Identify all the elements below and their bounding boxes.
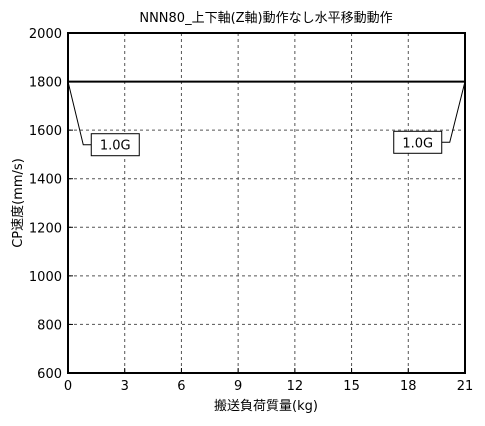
annotation-box [90,133,140,157]
x-tick-label: 0 [64,379,72,394]
annotation-label: 1.0G [100,139,131,154]
y-tick-label: 2000 [29,27,62,42]
x-axis-ticks: 0 3 6 9 12 15 18 21 [64,368,473,394]
y-tick-label: 1400 [29,173,62,188]
x-tick-label: 6 [177,379,185,394]
chart-title: NNN80_上下軸(Z軸)動作なし水平移動動作 [139,11,392,26]
annotation-layer: 1.0G 1.0G [67,81,466,157]
y-tick-label: 1000 [29,270,62,285]
y-axis-label: CP速度(mm/s) [10,158,26,248]
x-tick-label: 21 [457,379,474,394]
y-tick-label: 800 [37,318,62,333]
x-axis-label: 搬送負荷質量(kg) [214,399,318,414]
annotation-label: 1.0G [402,136,433,151]
x-tick-label: 12 [287,379,304,394]
y-tick-label: 1600 [29,124,62,139]
annotation-leader-line [67,81,92,146]
y-tick-label: 1800 [29,76,62,91]
x-tick-label: 15 [343,379,360,394]
y-tick-label: 1200 [29,221,62,236]
x-tick-label: 3 [121,379,129,394]
annotation-box [393,130,443,154]
x-tick-label: 9 [234,379,242,394]
plot-frame [67,32,466,374]
y-tick-label: 600 [37,367,62,382]
x-tick-label: 18 [400,379,417,394]
annotation-leader-line [441,81,466,143]
y-axis-ticks: 600 800 1000 1200 1400 1600 1800 2000 [29,27,73,382]
